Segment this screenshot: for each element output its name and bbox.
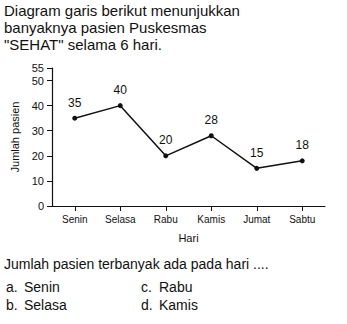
svg-text:Jumat: Jumat	[243, 214, 270, 225]
svg-text:20: 20	[159, 133, 173, 147]
html-text:Kamis: Kamis	[159, 297, 198, 313]
svg-text:Hari: Hari	[178, 232, 198, 244]
html-text:Senin: Senin	[24, 279, 60, 295]
svg-text:Sabtu: Sabtu	[289, 214, 315, 225]
svg-text:40: 40	[114, 83, 128, 97]
html-text:c.: c.	[141, 279, 152, 295]
svg-text:50: 50	[32, 75, 44, 87]
svg-text:Senin: Senin	[62, 214, 88, 225]
svg-text:18: 18	[296, 138, 310, 152]
svg-text:0: 0	[38, 200, 44, 212]
svg-text:55: 55	[32, 62, 44, 74]
svg-text:Jumlah pasien: Jumlah pasien	[9, 102, 21, 173]
html-text:Diagram garis berikut menunjuk: Diagram garis berikut menunjukkan banyak…	[4, 2, 240, 53]
html-text:b.: b.	[6, 297, 18, 313]
svg-text:Rabu: Rabu	[154, 214, 178, 225]
svg-text:Selasa: Selasa	[105, 214, 136, 225]
svg-text:30: 30	[32, 125, 44, 137]
svg-text:15: 15	[250, 146, 264, 160]
html-text:Rabu: Rabu	[159, 279, 193, 295]
svg-text:Kamis: Kamis	[197, 214, 225, 225]
html-text:d.: d.	[141, 297, 153, 313]
svg-text:20: 20	[32, 150, 44, 162]
svg-text:40: 40	[32, 100, 44, 112]
html-text:a.: a.	[6, 279, 18, 295]
svg-text:35: 35	[68, 96, 82, 110]
svg-text:28: 28	[205, 113, 219, 127]
svg-text:10: 10	[32, 175, 44, 187]
html-text:Selasa: Selasa	[24, 297, 67, 313]
html-text:Jumlah pasien terbanyak ada pa: Jumlah pasien terbanyak ada pada hari ..…	[4, 256, 269, 272]
